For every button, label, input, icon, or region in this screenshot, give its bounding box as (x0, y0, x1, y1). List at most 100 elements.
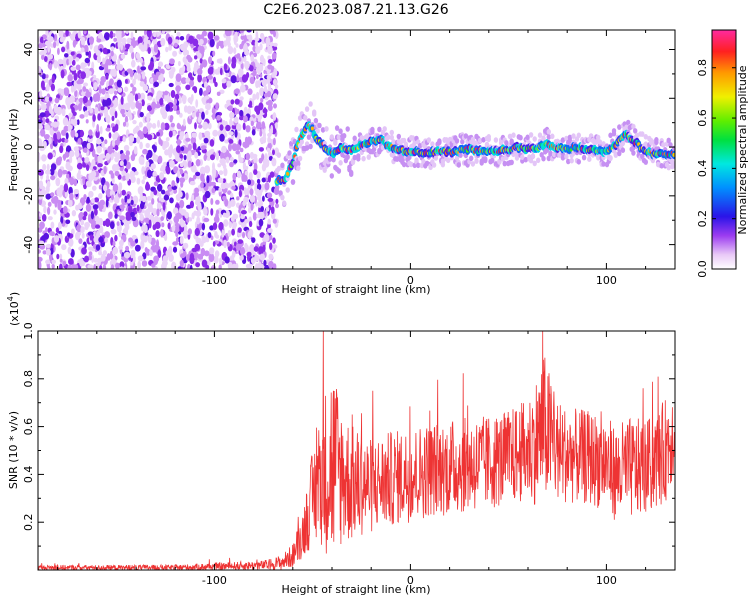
noise-blob (46, 180, 51, 189)
noise-blob (195, 171, 201, 177)
noise-blob (218, 257, 223, 266)
noise-blob (64, 190, 68, 198)
noise-blob (131, 59, 136, 68)
noise-blob (66, 81, 72, 87)
noise-blob (111, 194, 114, 201)
noise-blob (272, 237, 276, 244)
noise-blob (218, 264, 222, 269)
noise-blob (216, 114, 222, 121)
spectrogram-ticks: -100 0 100 -40 -20 0 20 40 (22, 30, 675, 287)
noise-blob (45, 193, 51, 200)
noise-blob (155, 104, 161, 109)
noise-blob (39, 180, 44, 190)
noise-blob (58, 263, 63, 269)
noise-blob (217, 177, 224, 183)
noise-blob (237, 239, 244, 244)
noise-blob (239, 84, 246, 93)
noise-blob (190, 94, 194, 102)
noise-blob (162, 106, 166, 111)
noise-blob (175, 222, 179, 228)
noise-blob (115, 30, 120, 37)
noise-blob (243, 55, 247, 63)
halo-blob (509, 138, 514, 144)
noise-blob (209, 38, 215, 48)
halo-blob (342, 133, 347, 139)
noise-blob (52, 121, 59, 128)
halo-blob (282, 200, 287, 206)
noise-blob (237, 68, 244, 77)
noise-blob (244, 49, 249, 56)
halo-blob (440, 158, 446, 164)
halo-blob (274, 184, 280, 190)
noise-blob (238, 57, 242, 62)
noise-blob (169, 197, 174, 204)
spectrogram-panel: -100 0 100 -40 -20 0 20 40 Height of straight l… (7, 29, 676, 296)
noise-blob (264, 182, 270, 191)
noise-blob (272, 42, 278, 47)
noise-blob (69, 33, 74, 40)
noise-blob (82, 86, 87, 92)
noise-blob (274, 84, 279, 89)
noise-blob (153, 81, 159, 88)
noise-blob (141, 260, 148, 267)
noise-blob (115, 262, 120, 269)
noise-blob (93, 81, 98, 91)
colorbar-tick-label: 0.0 (696, 260, 709, 278)
noise-blob (215, 199, 220, 205)
noise-blob (236, 196, 240, 201)
noise-blob (249, 76, 255, 85)
noise-blob (191, 132, 197, 139)
noise-blob (182, 258, 188, 264)
noise-blob (45, 83, 50, 92)
halo-blob (433, 155, 439, 161)
noise-blob (194, 243, 201, 251)
noise-blob (234, 31, 238, 37)
noise-blob (92, 93, 98, 103)
noise-blob (269, 30, 275, 35)
noise-blob (62, 206, 68, 214)
noise-blob (211, 187, 216, 194)
noise-blob (101, 88, 106, 95)
noise-blob (48, 105, 52, 114)
halo-blob (648, 139, 654, 146)
noise-blob (59, 145, 64, 154)
noise-blob (52, 195, 59, 204)
noise-blob (83, 67, 90, 73)
noise-blob (193, 210, 198, 216)
noise-blob (187, 150, 192, 159)
noise-blob (38, 169, 44, 176)
noise-blob (129, 113, 133, 121)
noise-blob (57, 221, 62, 230)
noise-blob (234, 98, 240, 105)
noise-blob (194, 227, 200, 237)
noise-blob (225, 124, 231, 132)
noise-blob (163, 122, 170, 131)
noise-blob (270, 206, 275, 215)
noise-blob (179, 36, 185, 41)
noise-blob (92, 185, 97, 191)
noise-blob (55, 227, 60, 234)
halo-blob (306, 134, 312, 140)
halo-blob (446, 157, 451, 164)
noise-blob (153, 181, 159, 187)
noise-blob (201, 30, 208, 37)
noise-blob (217, 163, 222, 168)
noise-blob (219, 40, 225, 49)
noise-blob (151, 73, 155, 78)
halo-blob (285, 187, 290, 193)
noise-blob (200, 181, 204, 189)
noise-blob (69, 192, 74, 201)
noise-blob (84, 156, 90, 163)
halo-blob (486, 134, 491, 140)
halo-blob (544, 147, 550, 153)
halo-blob (643, 159, 648, 165)
noise-blob (63, 183, 69, 193)
noise-blob (256, 121, 262, 130)
noise-blob (195, 262, 201, 268)
noise-blob (191, 112, 196, 118)
noise-blob (192, 142, 197, 151)
noise-blob (263, 259, 267, 267)
halo-blob (634, 132, 640, 139)
noise-blob (149, 249, 153, 257)
noise-blob (213, 35, 220, 41)
